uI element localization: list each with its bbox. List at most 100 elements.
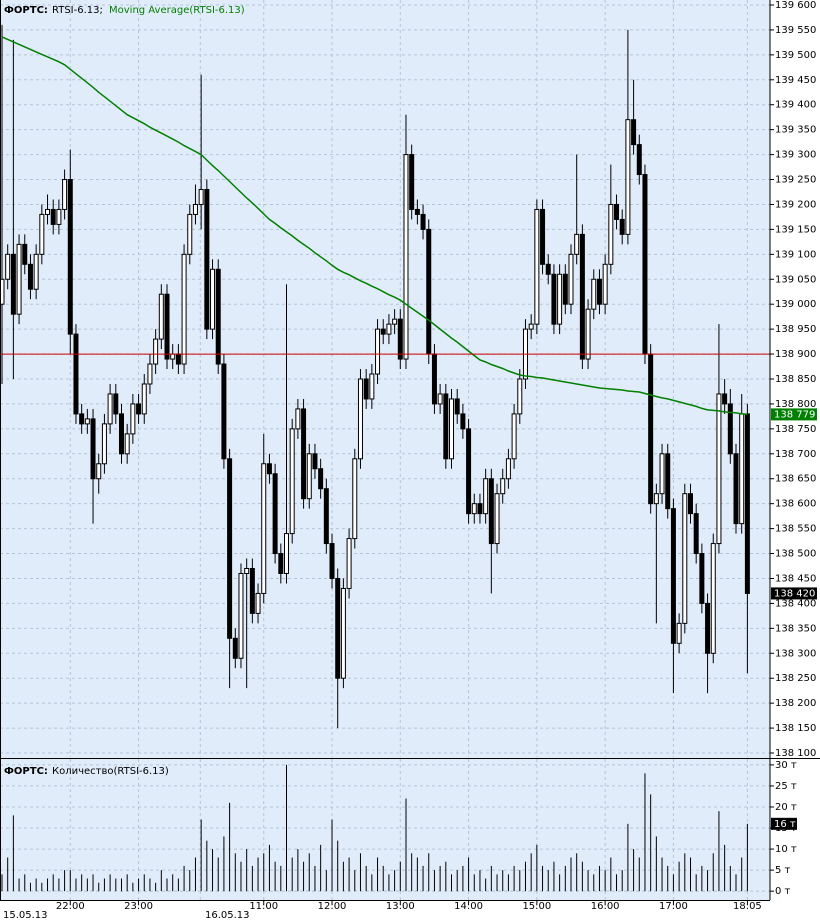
x-tick-label: 12:00 xyxy=(318,901,347,912)
candle-body xyxy=(272,473,278,555)
candle-body xyxy=(73,333,79,415)
candle-body xyxy=(84,418,90,425)
candle-body xyxy=(340,587,346,679)
candle-body xyxy=(619,218,625,235)
candle-body xyxy=(284,533,289,574)
candle-body xyxy=(67,179,73,335)
candle-body xyxy=(409,154,415,210)
y-tick-label: 138 150 xyxy=(775,723,816,734)
y-tick-label: 138 850 xyxy=(775,374,816,385)
price-marker-label: 138 779 xyxy=(774,409,815,420)
candle-body xyxy=(574,233,580,255)
y-tick-label: 139 600 xyxy=(775,0,816,11)
candle-body xyxy=(648,353,654,505)
volume-marker xyxy=(771,817,797,830)
price-marker xyxy=(771,587,817,600)
candle-body xyxy=(653,493,659,505)
candle-body xyxy=(608,203,614,265)
candle-body xyxy=(682,493,688,624)
x-tick-label: 18:05 xyxy=(733,901,762,912)
y-tick-label: 30 т xyxy=(775,760,797,771)
y-tick-label: 138 500 xyxy=(775,549,816,560)
candle-body xyxy=(56,208,62,225)
candle-body xyxy=(39,213,45,255)
grid xyxy=(0,0,770,900)
candle-body xyxy=(198,188,204,205)
candle-body xyxy=(551,273,557,325)
candle-body xyxy=(249,567,255,614)
y-tick-label: 0 т xyxy=(775,886,791,897)
candle-body xyxy=(227,458,233,639)
candle-body xyxy=(454,398,460,415)
candle-body xyxy=(375,328,381,375)
candle-body xyxy=(107,393,113,425)
candle-body xyxy=(579,233,585,360)
candle-body xyxy=(585,308,591,360)
y-tick-label: 138 700 xyxy=(775,449,816,460)
candle-body xyxy=(16,243,22,315)
candle-body xyxy=(363,378,369,400)
candle-body xyxy=(335,577,341,679)
candle-body xyxy=(130,403,136,435)
candle-body xyxy=(141,383,147,415)
candle-body xyxy=(540,208,546,265)
y-tick-label: 139 150 xyxy=(775,224,816,235)
y-tick-label: 139 350 xyxy=(775,125,816,136)
candle-body xyxy=(33,253,39,290)
candle-body xyxy=(221,363,227,460)
candle-body xyxy=(357,378,363,460)
candle-body xyxy=(591,278,597,310)
y-tick-label: 138 400 xyxy=(775,598,816,609)
candle-body xyxy=(443,393,449,460)
candle-body xyxy=(136,403,142,415)
candle-body xyxy=(101,423,107,465)
candle-body xyxy=(625,119,631,235)
y-tick-label: 138 950 xyxy=(775,324,816,335)
candle-body xyxy=(22,243,28,265)
x-tick-label: 23:00 xyxy=(124,901,153,912)
candle-body xyxy=(113,393,119,415)
y-tick-label: 10 т xyxy=(775,844,797,855)
candle-body xyxy=(147,363,153,385)
candle-body xyxy=(301,408,307,500)
moving-average xyxy=(1,36,748,416)
y-tick-label: 138 100 xyxy=(775,748,816,759)
y-tick-label: 139 550 xyxy=(775,25,816,36)
candle-body xyxy=(699,553,705,604)
y-tick-label: 25 т xyxy=(775,781,797,792)
candle-body xyxy=(466,428,472,515)
candle-body xyxy=(323,488,329,545)
candle-body xyxy=(244,567,250,574)
candle-body xyxy=(192,203,198,215)
candle-body xyxy=(158,293,164,340)
candle-body xyxy=(266,463,272,475)
y-tick-label: 139 100 xyxy=(775,249,816,260)
candle-body xyxy=(568,253,574,305)
candle-body xyxy=(164,293,170,360)
candle-body xyxy=(170,353,176,360)
candle-body xyxy=(312,453,318,470)
candle-body xyxy=(665,453,671,510)
x-tick-label: 13:00 xyxy=(386,901,415,912)
candle-body xyxy=(460,413,466,430)
candle-body xyxy=(5,253,11,280)
y-tick-label: 138 200 xyxy=(775,698,816,709)
candle-body xyxy=(118,413,124,455)
volume-title: ФОРТС: xyxy=(4,766,48,777)
candle-body xyxy=(722,393,728,405)
candle-body xyxy=(431,353,437,405)
candle-body xyxy=(710,543,716,654)
candle-body xyxy=(483,478,489,515)
y-tick-label: 138 550 xyxy=(775,524,816,535)
y-tick-label: 138 800 xyxy=(775,399,816,410)
legend-entry: Количество(RTSI-6.13) xyxy=(52,766,169,777)
y-tick-label: 139 500 xyxy=(775,50,816,61)
candle-body xyxy=(426,228,432,355)
candle-body xyxy=(494,493,500,545)
candle-body xyxy=(255,592,261,614)
candle-body xyxy=(403,154,409,360)
candle-body xyxy=(0,278,5,305)
candle-body xyxy=(210,268,216,330)
